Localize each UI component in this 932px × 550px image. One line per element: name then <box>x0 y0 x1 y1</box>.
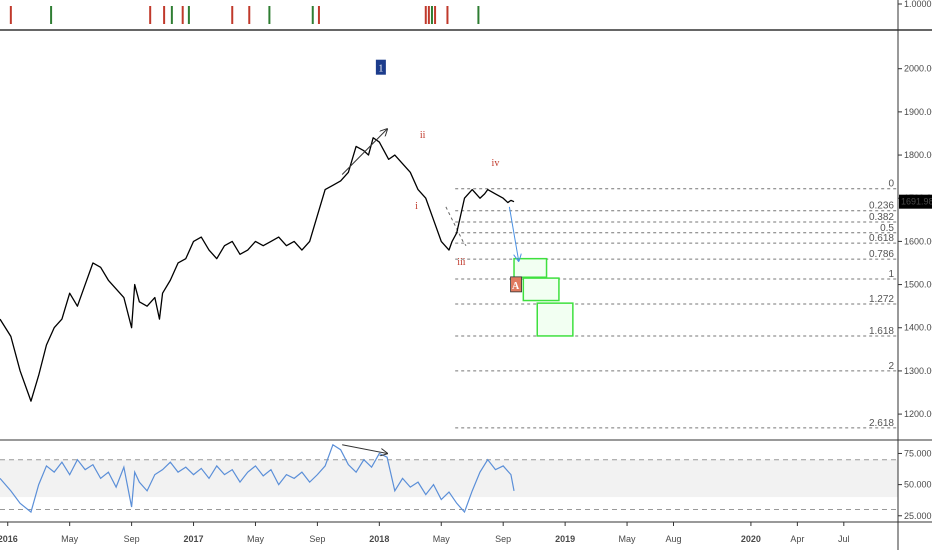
x-tick-label: Jul <box>838 534 850 544</box>
fib-level-label: 1.618 <box>869 326 894 337</box>
price-y-tick-label: 1300.00 <box>904 366 932 376</box>
x-tick-label: May <box>619 534 637 544</box>
rsi-y-tick-label: 50.000 <box>904 480 932 490</box>
fib-level-label: 0.236 <box>869 201 894 212</box>
fib-level-label: 1 <box>888 269 894 280</box>
price-y-tick-label: 1400.00 <box>904 323 932 333</box>
x-tick-label: Sep <box>309 534 325 544</box>
fib-level-label: 0.5 <box>880 223 894 234</box>
rsi-trend-arrow <box>342 444 387 454</box>
x-tick-label: Aug <box>665 534 681 544</box>
wave-label: iv <box>492 158 500 169</box>
rsi-band <box>0 459 898 498</box>
target-box <box>522 277 560 302</box>
x-tick-label: 2017 <box>184 534 204 544</box>
wave-label-box <box>375 59 386 75</box>
x-tick-label: May <box>247 534 265 544</box>
x-tick-label: Apr <box>790 534 804 544</box>
rsi-y-tick-label: 25.000 <box>904 511 932 521</box>
x-tick-label: 2019 <box>555 534 575 544</box>
rsi-y-tick-label: 75.000 <box>904 448 932 458</box>
marker-y-tick-label: 1.0000 <box>904 0 932 9</box>
last-price-value: 1691.98 <box>901 197 932 207</box>
price-y-tick-label: 1200.00 <box>904 409 932 419</box>
wave-label: i <box>415 201 418 212</box>
x-tick-label: May <box>61 534 79 544</box>
x-tick-label: May <box>433 534 451 544</box>
price-y-tick-label: 1900.00 <box>904 107 932 117</box>
last-price-tag <box>899 194 932 209</box>
signal-marker-panel <box>9 6 480 24</box>
price-series-line <box>0 137 515 402</box>
fib-level-label: 1.272 <box>869 294 894 305</box>
fib-level-label: 0.786 <box>869 249 894 260</box>
fib-level-label: 0.618 <box>869 233 894 244</box>
price-y-tick-label: 1500.00 <box>904 280 932 290</box>
target-box <box>536 302 574 337</box>
rsi-indicator-panel <box>0 443 898 514</box>
wave-label: ii <box>420 130 426 141</box>
wave-label: 1 <box>378 64 383 75</box>
wave-dashed-path <box>445 206 467 247</box>
x-tick-label: 2016 <box>0 534 18 544</box>
trend-arrow <box>341 129 387 175</box>
target-box <box>513 257 548 278</box>
x-tick-label: 2020 <box>741 534 761 544</box>
fib-level-label: 0 <box>888 179 894 190</box>
corrective-label: A <box>512 281 520 292</box>
price-y-tick-label: 1600.00 <box>904 236 932 246</box>
fib-level-label: 0.382 <box>869 212 894 223</box>
price-y-tick-label: 2000.00 <box>904 64 932 74</box>
wave-label: iii <box>457 257 466 268</box>
x-tick-label: Sep <box>495 534 511 544</box>
trend-arrow <box>508 206 518 261</box>
price-y-tick-label: 1800.00 <box>904 150 932 160</box>
fib-level-label: 2.618 <box>869 418 894 429</box>
rsi-series-line <box>0 443 515 514</box>
x-tick-label: 2018 <box>369 534 389 544</box>
fib-level-label: 2 <box>888 361 894 372</box>
corrective-label-box <box>510 276 522 293</box>
x-tick-label: Sep <box>124 534 140 544</box>
